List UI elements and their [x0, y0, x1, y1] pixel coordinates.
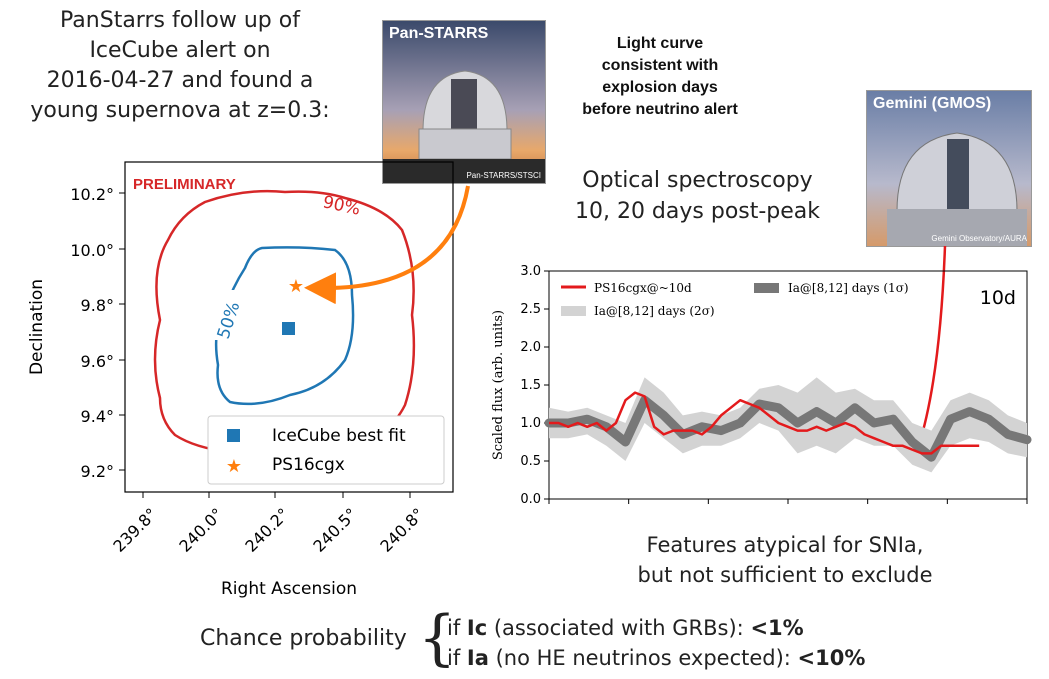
legend-box [207, 415, 445, 485]
ytick-label: 9.8° [81, 296, 114, 315]
legend-entry: Ia@[8,12] days (1σ) [788, 281, 909, 295]
ia-prefix: if [447, 646, 467, 670]
ytick-label: 2.0 [520, 340, 541, 355]
ytick-label: 1.5 [520, 378, 541, 393]
ytick-label: 9.2° [81, 462, 114, 481]
skymap-xlabel: Right Ascension [221, 579, 357, 599]
ytick-label: 1.0 [520, 416, 541, 431]
ic-text: (associated with GRBs): [487, 616, 751, 640]
light-curve-note: Light curve consistent with explosion da… [555, 33, 765, 121]
ia-value: <10% [797, 646, 866, 670]
note-line: explosion days [602, 79, 718, 96]
note-line: consistent with [601, 57, 719, 74]
legend-entry: Ia@[8,12] days (2σ) [594, 304, 715, 318]
condition-ia: if Ia (no HE neutrinos expected): <10% [447, 646, 865, 670]
legend-star-icon: ★ [226, 456, 242, 477]
panstarrs-arrow [304, 185, 470, 305]
skymap-frame [124, 161, 454, 493]
spectrum-xticks [548, 499, 1028, 504]
note-line: before neutrino alert [582, 101, 738, 118]
panstarrs-title: Pan-STARRS [389, 25, 489, 42]
optical-spectroscopy-text: Optical spectroscopy 10, 20 days post-pe… [555, 165, 840, 227]
legend-entry: PS16cgx@~10d [594, 281, 692, 295]
band-1sigma-area [544, 395, 1032, 462]
ytick-label: 3.0 [520, 264, 541, 279]
note-line: Light curve [616, 35, 704, 52]
features-text: Features atypical for SNIa, but not suff… [590, 530, 980, 590]
band-2sigma [549, 377, 1027, 473]
brace-symbol: { [418, 603, 457, 673]
gemini-title: Gemini (GMOS) [873, 95, 992, 112]
legend-entry: IceCube best fit [272, 426, 406, 446]
band-2sigma-area [549, 377, 1027, 473]
panstarrs-credit: Pan-STARRS/STSCI [466, 171, 541, 180]
gemini-photo: Gemini (GMOS) Gemini Observatory/AURA [866, 90, 1032, 247]
gemini-dome-image [867, 91, 1031, 246]
ytick-label: 10.2° [70, 185, 114, 204]
intro-line: PanStarrs follow up of [60, 8, 300, 33]
spectrum-yticks: 0.0 0.5 1.0 1.5 2.0 2.5 3.0 [520, 264, 549, 507]
ps16cgx-star-marker: ★ [288, 276, 304, 297]
ps16cgx-line [549, 391, 980, 455]
legend-square-icon [227, 429, 240, 442]
ia-type: Ia [466, 646, 489, 670]
ic-prefix: if [447, 616, 467, 640]
ytick-label: 10.0° [70, 241, 114, 260]
intro-line: young supernova at z=0.3: [30, 98, 330, 123]
skymap-ylabel: Declination [27, 279, 47, 375]
ic-type: Ic [466, 616, 488, 640]
legend-light-box [561, 306, 586, 316]
features-line: but not sufficient to exclude [637, 563, 933, 587]
gemini-credit: Gemini Observatory/AURA [931, 234, 1027, 243]
preliminary-label: PRELIMINARY [133, 176, 236, 193]
skymap-legend: IceCube best fit ★ PS16cgx [207, 415, 445, 485]
ia-text: (no HE neutrinos expected): [488, 646, 798, 670]
ic-value: <1% [750, 616, 804, 640]
spectrum-chart: 0.0 0.5 1.0 1.5 2.0 2.5 3.0 Scaled flux (arb. … [491, 264, 1032, 507]
chance-label: Chance probability [200, 626, 407, 651]
legend-entry: PS16cgx [272, 455, 345, 475]
legend-dark-box [754, 283, 779, 293]
ytick-label: 0.5 [520, 454, 541, 469]
contour-50-label-bg [205, 290, 237, 340]
spectrum-ylabel: Scaled flux (arb. units) [491, 310, 506, 460]
spectrum-legend: PS16cgx@~10d Ia@[8,12] days (2σ) Ia@[8,1… [561, 281, 909, 318]
ps16cgx-series-line [549, 391, 980, 455]
skymap-plot: 10.2° 10.0° 9.8° 9.6° 9.4° 9.2° 239.8° 2… [27, 161, 454, 599]
ytick-label: 9.6° [81, 352, 114, 371]
intro-text: PanStarrs follow up of IceCube alert on … [10, 6, 350, 126]
icecube-best-fit-marker [282, 322, 295, 335]
ytick-label: 9.4° [81, 407, 114, 426]
ytick-label: 0.0 [520, 492, 541, 507]
intro-line: 2016-04-27 and found a [46, 68, 314, 93]
band-1sigma [544, 395, 1032, 462]
skymap-yticks: 10.2° 10.0° 9.8° 9.6° 9.4° 9.2° [70, 185, 125, 481]
condition-ic: if Ic (associated with GRBs): <1% [447, 616, 804, 640]
optical-line: 10, 20 days post-peak [574, 199, 821, 224]
features-line: Features atypical for SNIa, [646, 533, 924, 557]
ytick-label: 2.5 [520, 302, 541, 317]
intro-line: IceCube alert on [89, 38, 271, 63]
optical-line: Optical spectroscopy [582, 168, 813, 193]
panel-label: 10d [980, 287, 1016, 309]
panstarrs-photo: Pan-STARRS Pan-STARRS/STSCI [382, 20, 546, 184]
telescope-dome-image [383, 21, 545, 183]
